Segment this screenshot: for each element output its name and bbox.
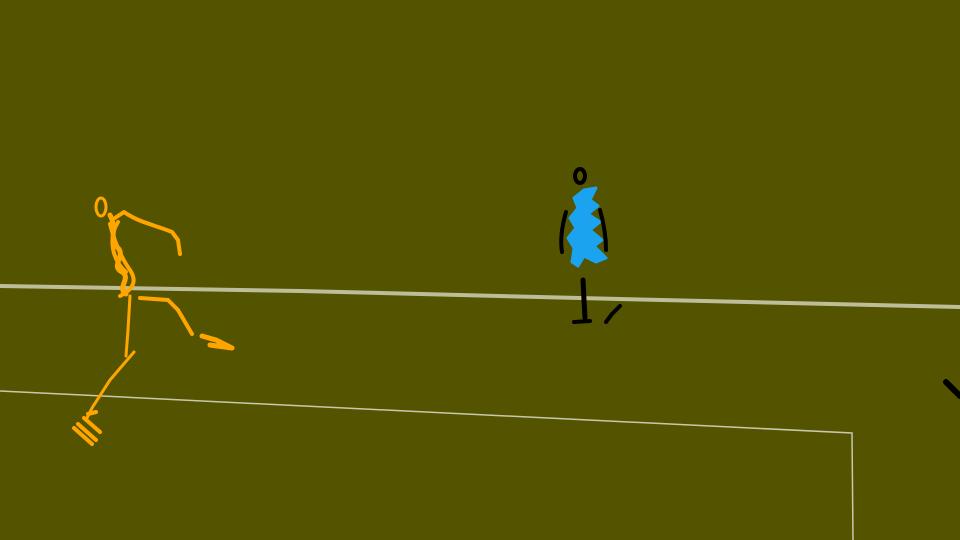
blue-figure-shirt — [566, 186, 608, 268]
boundary-line — [0, 390, 854, 540]
blue-figure-foot-left — [572, 319, 592, 324]
orange-running-figure — [72, 196, 235, 446]
orange-figure-leg-right — [138, 296, 194, 336]
orange-figure-arm-right — [113, 210, 182, 256]
orange-figure-foot-left — [72, 410, 102, 446]
blue-figure-head — [573, 167, 587, 185]
blue-figure-arm-right — [598, 208, 608, 252]
blue-figure-arm-left — [559, 210, 568, 254]
orange-figure-arm-left — [110, 220, 128, 274]
orange-figure-leg-left-upper — [124, 294, 132, 358]
blue-figure-leg-left — [580, 277, 588, 321]
blue-standing-figure — [559, 167, 622, 324]
orange-figure-head — [94, 196, 108, 218]
orange-figure-body-scribble — [108, 222, 136, 298]
field-line — [0, 284, 960, 309]
orange-figure-foot-right — [199, 333, 235, 351]
blue-figure-leg-right — [604, 304, 622, 324]
edge-figure-fragment — [943, 379, 960, 399]
